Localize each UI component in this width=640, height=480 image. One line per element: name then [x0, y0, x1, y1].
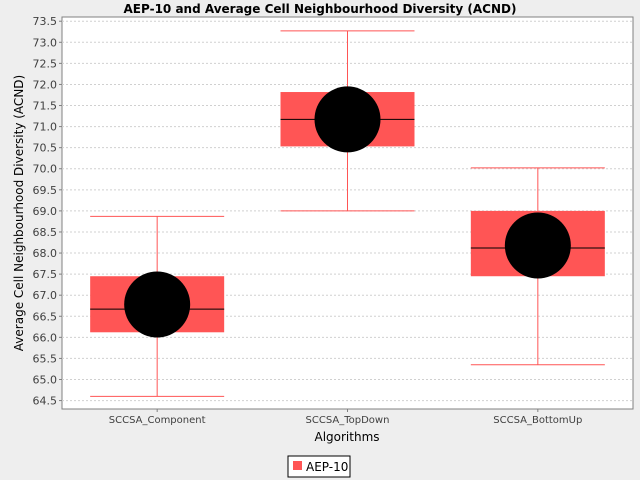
x-tick-label: SCCSA_BottomUp — [493, 415, 582, 426]
box-SCCSA_TopDown — [280, 30, 415, 212]
y-tick-label: 66.0 — [33, 331, 58, 344]
y-axis-label: Average Cell Neighbourhood Diversity (AC… — [12, 75, 26, 351]
y-tick-label: 68.0 — [33, 247, 58, 260]
y-tick-label: 73.0 — [33, 36, 58, 49]
box-SCCSA_Component — [90, 215, 225, 397]
mean-marker — [314, 86, 381, 153]
y-tick-label: 70.5 — [33, 142, 58, 155]
chart-title: AEP-10 and Average Cell Neighbourhood Di… — [124, 2, 517, 16]
legend-box — [287, 455, 351, 478]
y-tick-label: 71.0 — [33, 121, 58, 134]
y-tick-label: 65.5 — [33, 352, 58, 365]
y-tick-label: 71.5 — [33, 100, 58, 113]
x-axis: SCCSA_Component SCCSA_TopDown SCCSA_Bottom… — [109, 409, 582, 426]
y-tick-label: 73.5 — [33, 15, 58, 28]
y-tick-label: 70.0 — [33, 163, 58, 176]
y-tick-label: 68.5 — [33, 226, 58, 239]
legend-swatch — [293, 461, 302, 470]
y-tick-label: 72.5 — [33, 57, 58, 70]
y-tick-label: 67.0 — [33, 289, 58, 302]
box-series — [90, 30, 605, 397]
box-SCCSA_BottomUp — [470, 167, 605, 366]
y-tick-label: 64.5 — [33, 395, 58, 408]
y-tick-label: 69.0 — [33, 205, 58, 218]
y-tick-label: 67.5 — [33, 268, 58, 281]
y-tick-label: 65.0 — [33, 373, 58, 386]
legend: AEP-10 — [287, 455, 351, 478]
legend-label: AEP-10 — [306, 460, 348, 474]
y-tick-label: 69.5 — [33, 184, 58, 197]
x-axis-label: Algorithms — [314, 430, 379, 444]
mean-marker — [504, 212, 571, 279]
y-axis: 64.5 65.0 65.5 66.0 66.5 67.0 67.5 68.0 68.5 69.0… — [33, 15, 62, 408]
y-tick-label: 66.5 — [33, 310, 58, 323]
x-tick-label: SCCSA_TopDown — [306, 415, 390, 426]
mean-marker — [124, 271, 191, 338]
y-tick-label: 72.0 — [33, 78, 58, 91]
x-tick-label: SCCSA_Component — [109, 415, 206, 426]
